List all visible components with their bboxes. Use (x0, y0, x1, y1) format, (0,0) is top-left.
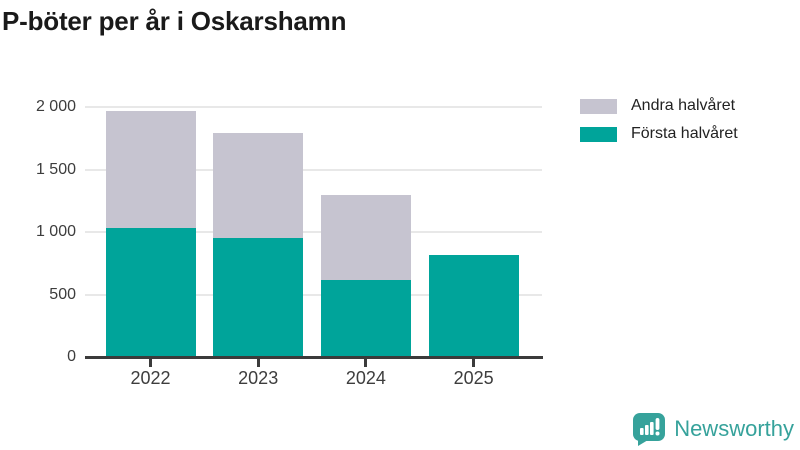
x-tick-label-2022: 2022 (130, 368, 171, 388)
x-tick-2025 (472, 359, 476, 367)
y-tick-label-2000: 2 000 (35, 98, 76, 115)
bar-segment-2022-f-rsta-halv-ret (105, 228, 196, 357)
y-tick-label-1000: 1 000 (35, 223, 76, 240)
y-tick-label-1500: 1 500 (35, 160, 76, 178)
gridline-1500 (85, 168, 542, 171)
x-tick-label-2024: 2024 (345, 368, 386, 388)
newsworthy-logo[interactable]: Newsworthy (632, 412, 794, 446)
y-tick-label-0: 0 (67, 348, 76, 365)
gridline-2000 (85, 106, 542, 108)
newsworthy-logo-text: Newsworthy (674, 416, 794, 441)
x-tick-label-2025: 2025 (453, 368, 494, 388)
gridline-1000 (85, 231, 542, 233)
plot-area (85, 106, 542, 357)
x-tick-label-2023: 2023 (238, 368, 279, 388)
bar-segment-2023-andra-halv-ret (213, 133, 304, 239)
x-tick-2022 (149, 359, 152, 367)
y-axis: 0 500 1 000 1 500 2 000 (0, 98, 76, 365)
chart-title: P-böter per år i Oskarshamn (2, 6, 347, 36)
bar-segment-2023-f-rsta-halv-ret (213, 238, 304, 357)
gridline-500 (85, 293, 542, 296)
y-tick-label-500: 500 (49, 285, 76, 303)
bar-segment-2024-f-rsta-halv-ret (320, 279, 411, 357)
legend-label: Andra halvåret (631, 97, 736, 114)
legend-label: Första halvåret (631, 125, 738, 142)
legend: Andra halvåret Första halvåret (580, 92, 738, 148)
bar-segment-2022-andra-halv-ret (105, 110, 196, 229)
newsworthy-logo-icon (632, 412, 666, 446)
legend-item-andra-halvaret: Andra halvåret (580, 92, 738, 120)
bar-segment-2025-f-rsta-halv-ret (428, 254, 519, 357)
legend-swatch-andra-halvaret (580, 98, 617, 114)
legend-swatch-forsta-halvaret (580, 126, 617, 142)
bar-segment-2024-andra-halv-ret (320, 194, 411, 280)
legend-item-forsta-halvaret: Första halvåret (580, 120, 738, 148)
x-tick-2023 (256, 359, 260, 367)
x-axis-line (85, 356, 543, 359)
x-tick-2024 (364, 359, 368, 367)
